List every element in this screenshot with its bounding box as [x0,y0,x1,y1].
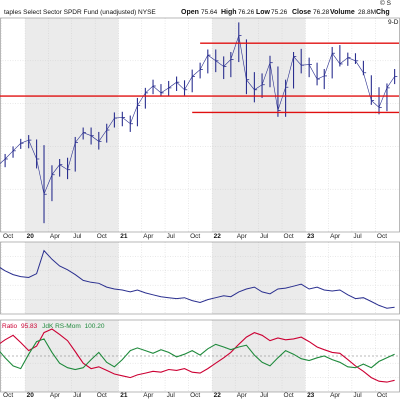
close-label: Close [292,9,311,16]
x-label-12-1: Oct [284,392,294,399]
rrg-series-0 [0,328,395,383]
x-label-14-1: Apr [330,392,341,399]
x-label-4-1: Oct [97,392,107,399]
chg-label: Chg [376,9,390,16]
corner-text-1: © S [380,0,392,7]
x-label-12-0: Oct [284,233,294,240]
low-value: 75.26 [271,9,288,16]
x-label-0-1: Oct [3,392,13,399]
open-value: 75.64 [201,9,218,16]
x-label-15-1: Jul [353,392,362,399]
x-label-3-1: Jul [73,392,82,399]
x-label-11-1: Jul [260,392,269,399]
low-label: Low [256,9,271,16]
rrg-mom-value: 100.20 [85,323,105,330]
price-close-line [0,35,395,196]
rrg-ratio-label: Ratio 95.83 JdK RS-Mom 100.20 [2,323,105,330]
ratio-line [0,249,395,309]
x-axis-labels: Oct Oct 20 20 Apr Apr Jul Jul Oct Oct 21 21 Apr Apr Ju… [3,233,387,399]
rrg-mom-name: JdK RS-Mom [42,323,81,330]
x-label-9-1: 22 [214,392,222,399]
x-label-1-1: 20 [27,392,35,399]
x-label-13-1: 23 [307,392,315,399]
rrg-series-1 [0,338,395,371]
ratio-panel [0,249,395,309]
x-label-13-0: 23 [307,233,315,240]
close-value: 76.28 [313,9,330,16]
year-shade-2020-0 [25,18,119,232]
x-label-8-0: Oct [190,233,200,240]
x-label-8-1: Oct [190,392,200,399]
x-label-11-0: Jul [260,233,269,240]
high-label: High [221,9,237,16]
x-label-6-0: Apr [143,233,154,240]
high-value: 76.26 [238,9,255,16]
rrg-ratio-value: 95.83 [21,323,38,330]
volume-value: 28.8M [358,9,376,16]
chart-header: taples Select Sector SPDR Fund (unadjust… [4,0,399,26]
x-label-16-1: Oct [377,392,387,399]
year-shade-2022-0 [212,18,306,232]
open-label: Open [181,9,199,16]
x-label-5-1: 21 [120,392,128,399]
chart-title: taples Select Sector SPDR Fund (unadjust… [4,9,156,16]
rrg-panel [0,328,400,383]
x-label-2-0: Apr [50,233,61,240]
x-label-1-0: 20 [27,233,35,240]
x-label-10-0: Apr [237,233,248,240]
x-label-0-0: Oct [3,233,13,240]
volume-label: Volume [330,9,355,16]
x-label-16-0: Oct [377,233,387,240]
x-label-5-0: 21 [120,233,128,240]
x-label-7-1: Jul [167,392,176,399]
rrg-ratio-name: Ratio [2,323,18,330]
x-label-4-0: Oct [97,233,107,240]
x-label-14-0: Apr [330,233,341,240]
x-label-6-1: Apr [143,392,154,399]
x-label-15-0: Jul [353,233,362,240]
grid-lines [0,18,400,392]
x-label-7-0: Jul [167,233,176,240]
x-label-9-0: 22 [214,233,222,240]
price-panel [0,22,399,224]
x-label-2-1: Apr [50,392,61,399]
corner-text-2: 9-D [388,19,399,26]
year-shade-2022-1 [212,242,306,314]
rrg-legend: Ratio 95.83 JdK RS-Mom 100.20 [2,323,105,330]
x-label-10-1: Apr [237,392,248,399]
x-label-3-0: Jul [73,233,82,240]
